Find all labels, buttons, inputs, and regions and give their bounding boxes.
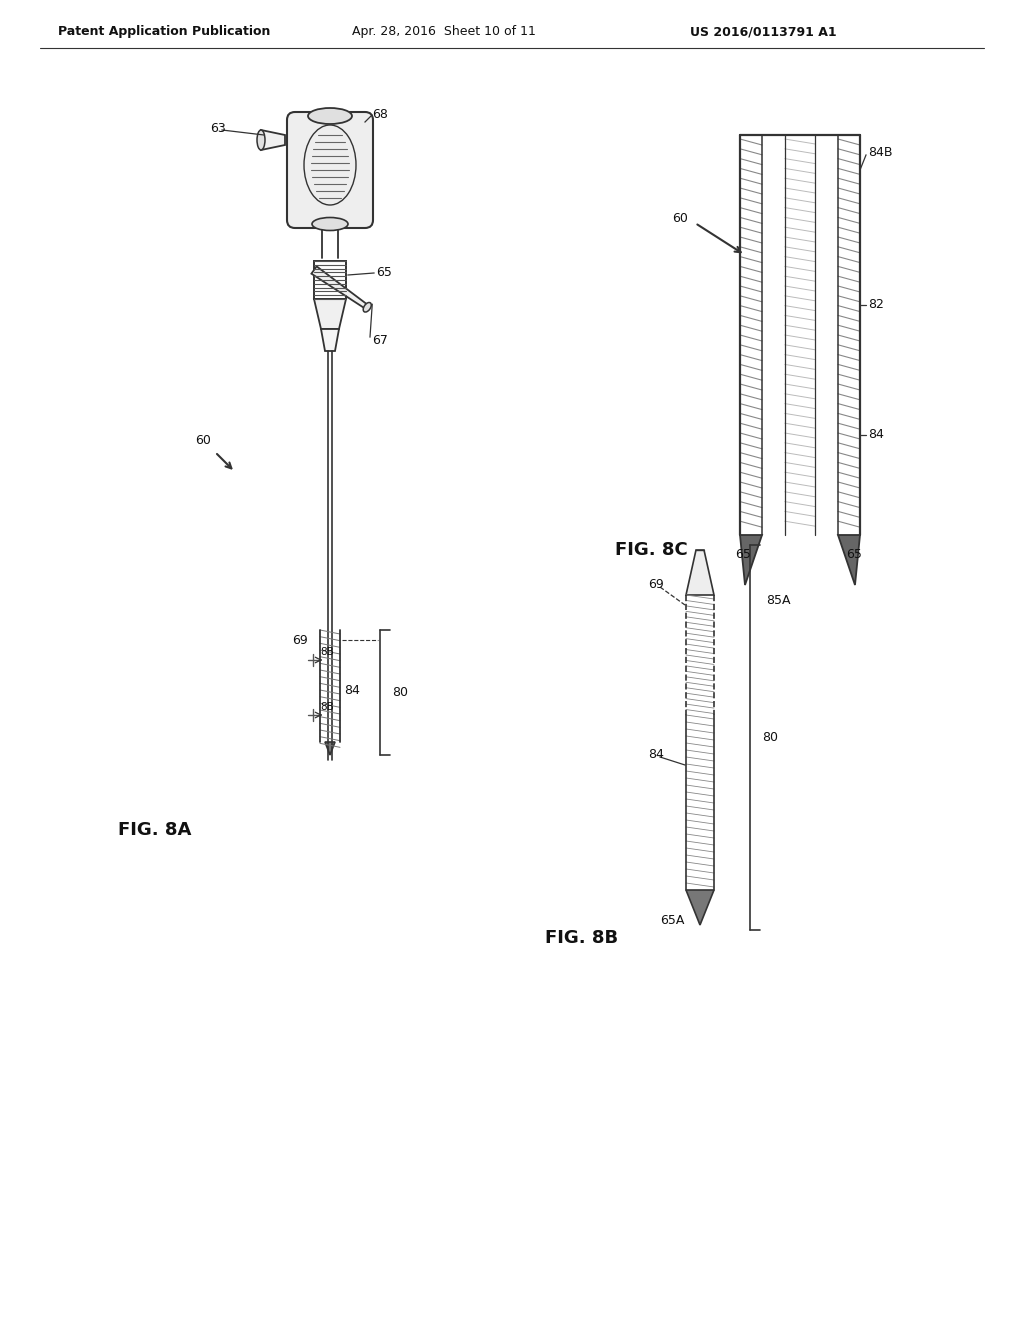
Polygon shape [686,550,714,595]
Text: FIG. 8B: FIG. 8B [545,929,618,946]
Text: 65: 65 [846,549,862,561]
Text: 63: 63 [210,121,225,135]
Ellipse shape [312,218,348,231]
Text: 65: 65 [376,265,392,279]
Text: 80: 80 [392,686,408,700]
Polygon shape [314,300,346,329]
Polygon shape [261,129,285,150]
Polygon shape [686,890,714,925]
Ellipse shape [308,108,352,124]
Text: FIG. 8A: FIG. 8A [118,821,191,840]
FancyBboxPatch shape [287,112,373,228]
Polygon shape [740,535,762,585]
Text: 69: 69 [292,634,308,647]
Text: FIG. 8C: FIG. 8C [615,541,688,558]
Text: 60: 60 [195,433,211,446]
Polygon shape [838,535,860,585]
Text: 65A: 65A [660,913,684,927]
Text: 60: 60 [672,213,688,226]
Text: US 2016/0113791 A1: US 2016/0113791 A1 [690,25,837,38]
Bar [314,261,346,300]
Text: 8B: 8B [319,647,334,657]
Text: 84: 84 [648,748,664,762]
Text: 84: 84 [344,684,359,697]
Text: Patent Application Publication: Patent Application Publication [58,25,270,38]
Ellipse shape [257,129,265,150]
Polygon shape [311,267,369,309]
Text: 84B: 84B [868,147,893,160]
Text: 68: 68 [372,108,388,121]
Text: 80: 80 [762,731,778,744]
Text: 67: 67 [372,334,388,346]
Text: 84: 84 [868,429,884,441]
Text: 8B: 8B [319,702,334,711]
Text: Apr. 28, 2016  Sheet 10 of 11: Apr. 28, 2016 Sheet 10 of 11 [352,25,536,38]
Ellipse shape [364,302,372,312]
Polygon shape [321,329,339,351]
Text: 85A: 85A [766,594,791,607]
Text: 65: 65 [735,549,751,561]
Text: 82: 82 [868,298,884,312]
Text: 69: 69 [648,578,664,591]
Polygon shape [325,742,335,755]
